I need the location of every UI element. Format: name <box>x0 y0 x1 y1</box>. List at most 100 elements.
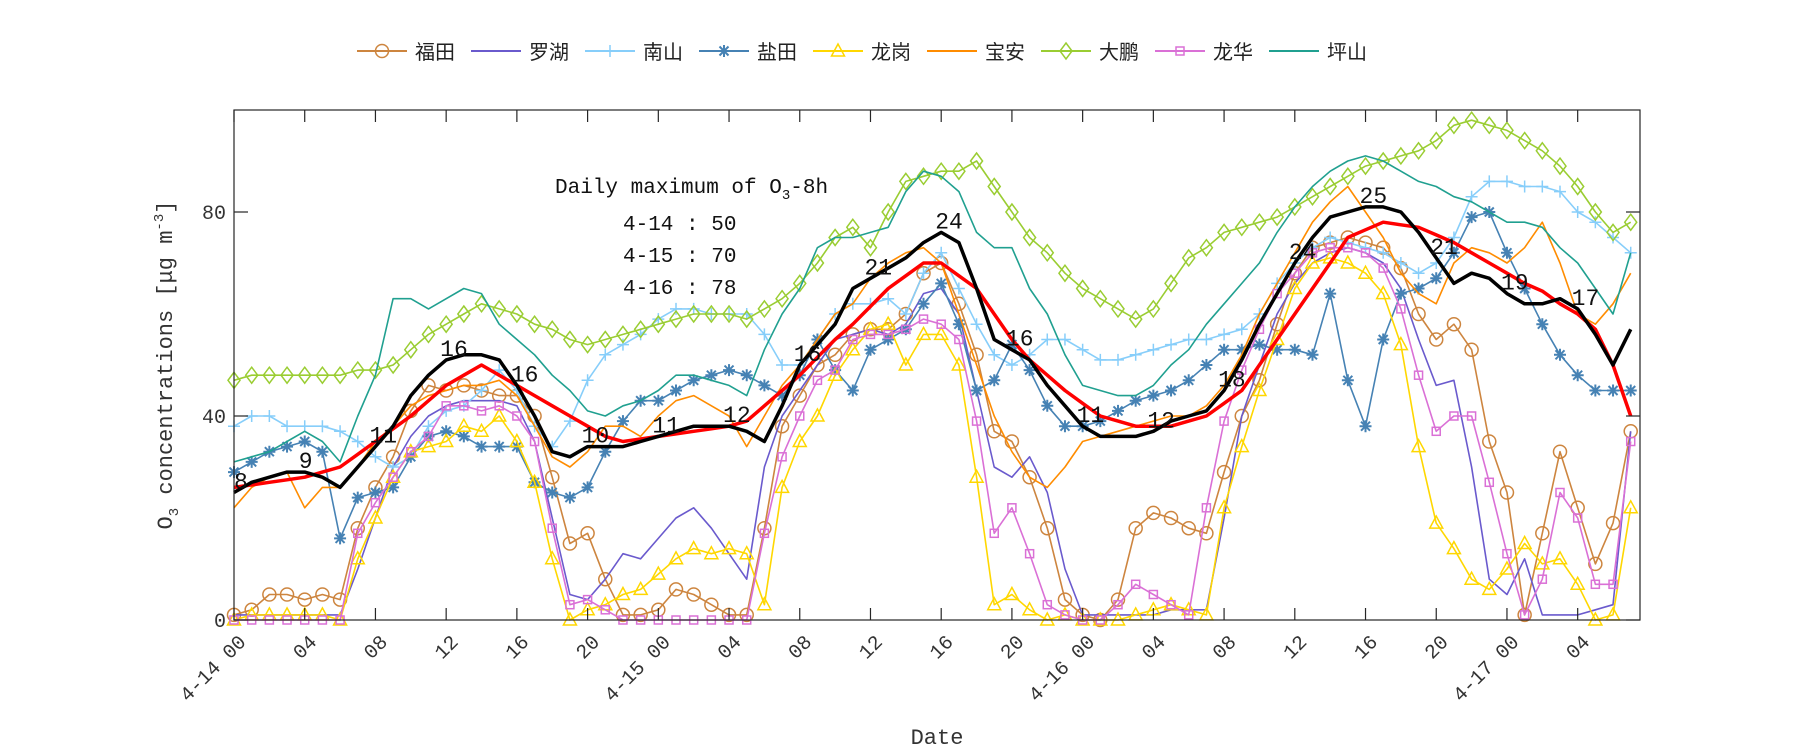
data-point <box>475 440 488 453</box>
data-point <box>933 325 949 341</box>
data-point <box>1340 167 1355 186</box>
data-point <box>1040 520 1055 536</box>
data-point <box>718 44 730 57</box>
data-point <box>298 435 311 448</box>
data-point <box>350 360 365 380</box>
series-罗湖 <box>234 246 1632 616</box>
data-point <box>686 587 701 602</box>
data-point <box>774 478 790 494</box>
legend-label: 龙华 <box>1213 40 1253 64</box>
point-label: 18 <box>1218 368 1246 394</box>
data-point <box>297 592 312 607</box>
data-point <box>244 365 259 385</box>
data-point <box>650 565 667 580</box>
data-point <box>1022 228 1037 247</box>
data-point <box>633 320 648 339</box>
series-line <box>233 155 1632 463</box>
point-label: 12 <box>723 403 751 429</box>
data-point <box>935 277 948 290</box>
data-point <box>476 406 487 416</box>
data-point <box>1393 146 1408 166</box>
data-point <box>809 407 826 422</box>
data-point <box>989 528 999 539</box>
data-point <box>512 411 522 421</box>
data-point <box>1411 141 1426 161</box>
point-label: 11 <box>652 413 680 439</box>
y-axis-label: O3 concentrations [μg m-3] <box>152 201 183 530</box>
data-point <box>1058 263 1072 283</box>
data-point <box>686 304 701 324</box>
point-label: 16 <box>1006 327 1034 353</box>
annotation-line: 4-16 : 78 <box>623 278 736 301</box>
data-point <box>1500 246 1513 259</box>
data-point <box>422 420 435 433</box>
data-point <box>1359 241 1372 254</box>
data-point <box>1323 177 1338 196</box>
data-point <box>1325 242 1335 253</box>
x-tick-label: 12 <box>855 632 888 665</box>
x-tick-label: 20 <box>997 632 1030 665</box>
data-point <box>687 374 700 387</box>
legend: 福田 罗湖 南山 盐田 龙岗 宝安 大鹏 龙华 坪山 <box>355 36 1367 65</box>
data-point <box>281 420 294 433</box>
data-point <box>987 177 1002 196</box>
data-point <box>936 319 946 329</box>
legend-label: 南山 <box>643 40 683 64</box>
legend-circle-icon <box>357 43 407 58</box>
data-point <box>1218 343 1231 356</box>
series-坪山 <box>233 155 1632 463</box>
data-point <box>1536 180 1549 193</box>
data-point <box>406 446 416 457</box>
data-point <box>1181 248 1196 268</box>
point-label: 21 <box>1430 235 1458 261</box>
data-point <box>632 580 649 596</box>
data-point <box>828 228 843 247</box>
data-point <box>1484 477 1495 488</box>
data-point <box>1040 243 1055 263</box>
data-point <box>669 309 683 329</box>
x-tick-label: 16 <box>1350 632 1383 665</box>
data-point <box>1110 611 1126 626</box>
data-point <box>388 472 398 482</box>
data-point <box>1482 116 1497 135</box>
data-point <box>374 43 390 58</box>
data-point <box>1447 246 1460 259</box>
series-龙华 <box>229 242 1636 625</box>
data-point <box>562 330 577 349</box>
data-point <box>1411 306 1426 322</box>
data-point <box>951 356 967 371</box>
data-point <box>491 407 507 422</box>
data-point <box>863 238 878 257</box>
data-point <box>882 292 895 305</box>
data-point <box>1216 464 1232 480</box>
daily-max-annotation: Daily maximum of O3-8h 4-14 : 50 4-15 : … <box>555 177 828 301</box>
data-point <box>1129 394 1142 407</box>
series-line <box>233 180 1632 468</box>
data-point <box>1519 610 1530 620</box>
series-龙岗 <box>226 249 1639 626</box>
data-point <box>368 360 383 380</box>
legend-diamond-icon <box>1041 41 1091 60</box>
data-point <box>493 440 506 453</box>
legend-asterisk-icon <box>699 44 749 57</box>
point-label: 16 <box>440 337 468 363</box>
data-point <box>1623 212 1638 232</box>
data-point <box>403 340 418 359</box>
data-point <box>1007 503 1017 513</box>
data-point <box>1306 348 1319 361</box>
series-line <box>233 185 1632 509</box>
data-point <box>386 355 401 375</box>
data-point <box>421 325 436 344</box>
data-point <box>263 410 276 422</box>
data-point <box>547 523 557 533</box>
x-tick-label: 12 <box>1280 632 1313 665</box>
x-tick-label: 04 <box>1138 632 1171 665</box>
legend-item: 龙华 <box>1153 36 1253 65</box>
data-point <box>350 550 366 565</box>
data-point <box>651 314 666 334</box>
legend-none-icon <box>471 49 521 52</box>
data-point <box>581 374 594 387</box>
data-point <box>1324 231 1337 244</box>
data-point <box>757 299 772 319</box>
data-point <box>600 605 611 615</box>
